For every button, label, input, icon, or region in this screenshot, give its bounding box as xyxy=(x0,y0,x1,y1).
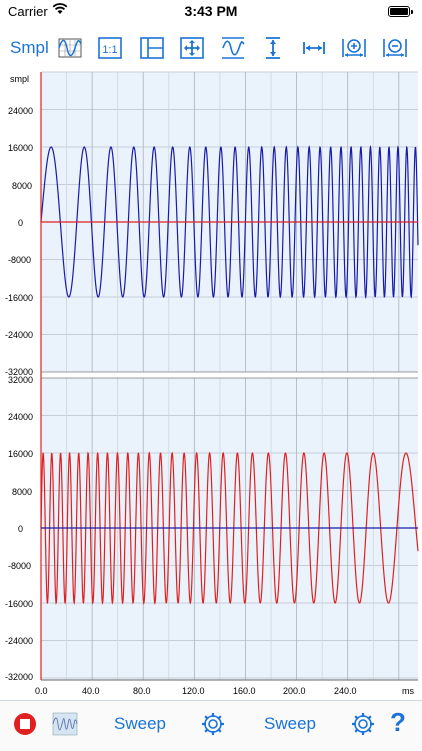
status-bar: Carrier 3:43 PM xyxy=(0,0,422,24)
wifi-icon xyxy=(52,3,68,18)
vertical-expand-icon[interactable] xyxy=(259,34,287,62)
y-tick-label: 16000 xyxy=(8,449,33,459)
x-tick-label: 0.0 xyxy=(35,686,48,696)
split-view-icon[interactable] xyxy=(138,34,166,62)
y-tick-label: -16000 xyxy=(5,599,33,609)
stop-button[interactable] xyxy=(12,711,38,742)
top-waveform-trace xyxy=(40,144,419,300)
y-tick-label: -8000 xyxy=(8,561,31,571)
x-tick-label: 40.0 xyxy=(82,686,100,696)
left-settings-gear-icon[interactable] xyxy=(200,711,226,742)
x-tick-label: 200.0 xyxy=(283,686,306,696)
bottom-bar: Sweep Sweep ? xyxy=(0,700,422,751)
y-tick-label: -24000 xyxy=(5,636,33,646)
y-tick-label: -16000 xyxy=(5,293,33,303)
fit-amplitude-icon[interactable] xyxy=(219,34,247,62)
y-tick-label: 16000 xyxy=(8,143,33,153)
y-tick-label: 0 xyxy=(18,524,23,534)
x-unit-label: ms xyxy=(402,686,414,696)
right-sweep-button[interactable]: Sweep xyxy=(264,714,316,733)
x-tick-label: 80.0 xyxy=(133,686,151,696)
y-tick-label: -8000 xyxy=(8,255,31,265)
right-settings-gear-icon[interactable] xyxy=(350,711,376,742)
help-button[interactable]: ? xyxy=(390,707,406,737)
y-tick-label: -32000 xyxy=(5,367,33,377)
y-tick-label: 0 xyxy=(18,218,23,228)
carrier-label: Carrier xyxy=(8,4,48,19)
y-unit-label: smpl xyxy=(10,74,29,84)
y-tick-label: 8000 xyxy=(12,487,32,497)
x-tick-label: 160.0 xyxy=(233,686,256,696)
y-tick-label: 24000 xyxy=(8,106,33,116)
y-tick-label: -32000 xyxy=(5,672,33,682)
x-tick-label: 120.0 xyxy=(182,686,205,696)
fit-all-icon[interactable] xyxy=(178,34,206,62)
toolbar: Smpl 1:1 xyxy=(0,30,422,66)
svg-text:1:1: 1:1 xyxy=(102,44,117,56)
x-tick-label: 240.0 xyxy=(334,686,357,696)
waveform-thumbnail-icon[interactable] xyxy=(52,711,78,742)
clock: 3:43 PM xyxy=(184,3,238,19)
zoom-out-icon[interactable] xyxy=(381,34,409,62)
battery-icon xyxy=(388,6,413,17)
y-tick-label: -24000 xyxy=(5,330,33,340)
horizontal-expand-icon[interactable] xyxy=(300,34,328,62)
y-tick-label: 32000 xyxy=(8,375,33,385)
y-tick-label: 24000 xyxy=(8,412,33,422)
bottom-waveform-trace xyxy=(40,451,419,605)
one-to-one-icon[interactable]: 1:1 xyxy=(96,34,124,62)
waveform-chart[interactable]: smpl 24000 16000 8000 0 -8000 -16000 -24… xyxy=(0,66,422,706)
y-tick-label: 8000 xyxy=(12,181,32,191)
zoom-in-icon[interactable] xyxy=(340,34,368,62)
units-toggle-button[interactable]: Smpl xyxy=(10,38,49,57)
left-sweep-button[interactable]: Sweep xyxy=(114,714,166,733)
waveform-grid-icon[interactable] xyxy=(56,34,84,62)
waveform-plot[interactable]: smpl 24000 16000 8000 0 -8000 -16000 -24… xyxy=(0,66,422,706)
